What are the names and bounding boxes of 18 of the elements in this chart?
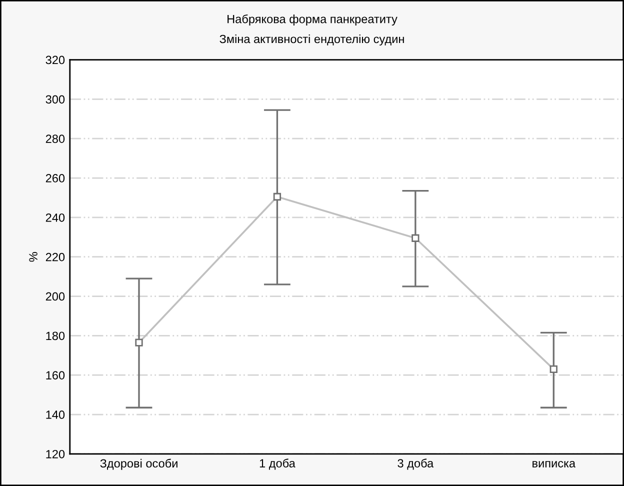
y-tick-label: 140: [46, 410, 65, 419]
y-tick-label: 280: [46, 134, 65, 143]
y-tick-label: 200: [46, 292, 65, 301]
y-tick-label: 220: [46, 252, 65, 262]
x-tick-label: 3 доба: [398, 458, 434, 470]
y-tick-label: 240: [46, 213, 65, 222]
y-tick-label: 300: [46, 95, 65, 104]
y-tick-label: 180: [46, 332, 65, 340]
y-tick-label: 160: [46, 371, 65, 380]
y-tick-label: 320: [46, 56, 65, 64]
x-tick-label: Здорові особи: [100, 458, 178, 470]
chart-title: Набрякова форма панкреатиту: [228, 14, 398, 26]
x-tick-label: 1 доба: [260, 458, 296, 470]
y-axis-title: %: [29, 252, 38, 262]
chart-subtitle: Зміна активності ендотелію судин: [220, 34, 404, 46]
x-tick-label: виписка: [532, 460, 576, 468]
y-tick-label: 120: [46, 450, 65, 458]
y-tick-label: 260: [46, 174, 65, 182]
